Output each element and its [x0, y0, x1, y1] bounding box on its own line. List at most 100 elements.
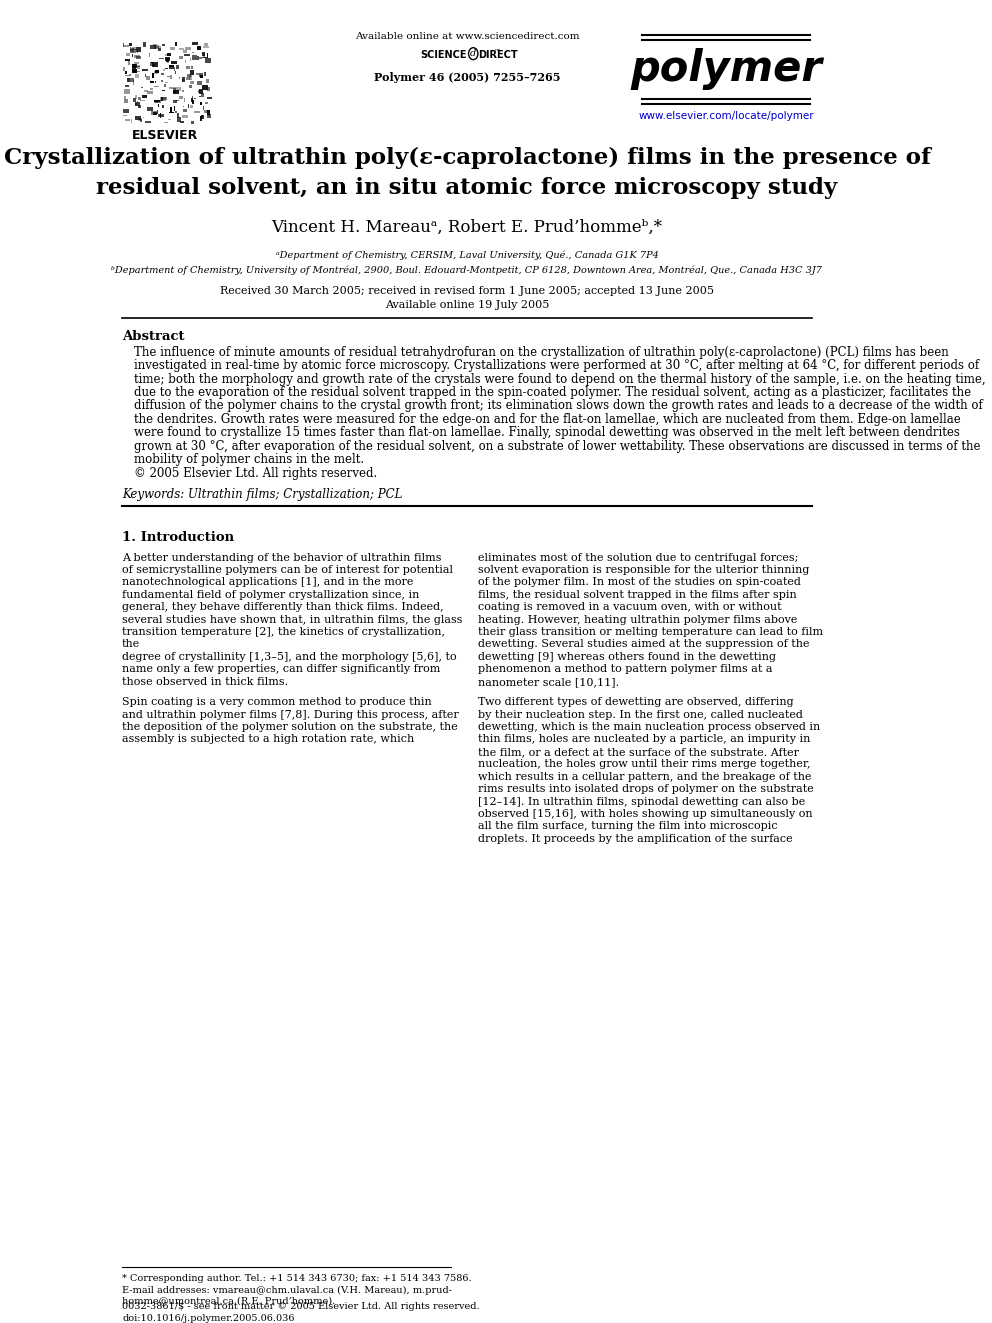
Bar [137, 50, 138, 53]
Text: rims results into isolated drops of polymer on the substrate: rims results into isolated drops of poly… [478, 785, 813, 794]
Bar [158, 115, 164, 118]
Bar [142, 86, 143, 89]
Bar [135, 74, 139, 78]
Text: Spin coating is a very common method to produce thin: Spin coating is a very common method to … [122, 697, 432, 706]
Text: Keywords: Ultrathin films; Crystallization; PCL: Keywords: Ultrathin films; Crystallizati… [122, 488, 403, 501]
Text: 0032-3861/$ - see front matter © 2005 Elsevier Ltd. All rights reserved.: 0032-3861/$ - see front matter © 2005 El… [122, 1302, 480, 1311]
Bar [144, 90, 149, 91]
Bar [125, 119, 130, 122]
Bar [148, 91, 153, 94]
Text: degree of crystallinity [1,3–5], and the morphology [5,6], to: degree of crystallinity [1,3–5], and the… [122, 652, 456, 662]
Bar [183, 115, 187, 119]
Bar [190, 58, 191, 61]
Text: transition temperature [2], the kinetics of crystallization,: transition temperature [2], the kinetics… [122, 627, 445, 638]
Bar [131, 119, 132, 123]
Bar [191, 56, 197, 60]
Bar [127, 78, 130, 82]
Bar [204, 73, 206, 75]
Bar [136, 48, 141, 52]
Bar [190, 70, 194, 75]
Bar [123, 66, 125, 71]
Bar [132, 48, 136, 49]
Bar [179, 56, 183, 60]
Text: dewetting [9] whereas others found in the dewetting: dewetting [9] whereas others found in th… [478, 652, 776, 662]
Bar [167, 58, 170, 62]
Text: the: the [122, 639, 140, 650]
Bar [192, 41, 198, 45]
Bar [173, 89, 176, 93]
Text: dewetting. Several studies aimed at the suppression of the: dewetting. Several studies aimed at the … [478, 639, 809, 650]
Bar [178, 112, 179, 118]
Bar [133, 98, 136, 102]
Bar [143, 95, 148, 98]
Bar [196, 81, 202, 86]
Bar [138, 98, 142, 101]
Bar [180, 48, 184, 50]
Bar [161, 98, 164, 101]
Bar [140, 119, 142, 122]
Bar [153, 64, 155, 67]
Bar [200, 102, 201, 105]
Bar [191, 97, 192, 101]
Bar [188, 75, 192, 79]
Bar [207, 97, 212, 99]
Text: investigated in real-time by atomic force microscopy. Crystallizations were perf: investigated in real-time by atomic forc… [134, 360, 979, 372]
Bar [197, 56, 198, 61]
Bar [191, 98, 192, 102]
Text: several studies have shown that, in ultrathin films, the glass: several studies have shown that, in ultr… [122, 615, 462, 624]
Bar [152, 62, 158, 66]
Text: nanotechnological applications [1], and in the more: nanotechnological applications [1], and … [122, 577, 414, 587]
Bar [162, 73, 164, 75]
Bar [182, 90, 184, 91]
Bar [143, 69, 148, 71]
Text: ™: ™ [494, 48, 501, 54]
Bar [178, 118, 182, 122]
Bar [125, 85, 129, 87]
Bar [192, 101, 194, 103]
Bar [205, 102, 208, 105]
Bar [139, 118, 142, 122]
Bar [199, 89, 203, 94]
Text: their glass transition or melting temperature can lead to film: their glass transition or melting temper… [478, 627, 823, 638]
Bar [146, 75, 150, 81]
Bar [170, 46, 175, 50]
Bar [175, 42, 177, 45]
Bar [143, 42, 146, 46]
Text: were found to crystallize 15 times faster than flat-on lamellae. Finally, spinod: were found to crystallize 15 times faste… [134, 426, 959, 439]
Bar [150, 45, 156, 49]
Bar [131, 48, 135, 53]
Bar [136, 57, 141, 60]
Text: mobility of polymer chains in the melt.: mobility of polymer chains in the melt. [134, 454, 364, 466]
Bar [146, 122, 151, 123]
Text: Two different types of dewetting are observed, differing: Two different types of dewetting are obs… [478, 697, 794, 706]
Text: name only a few properties, can differ significantly from: name only a few properties, can differ s… [122, 664, 440, 675]
Bar [201, 115, 203, 119]
Bar [194, 111, 199, 112]
Bar [174, 66, 176, 71]
Bar [134, 54, 140, 58]
Bar [138, 71, 140, 73]
Bar [187, 74, 190, 77]
Bar [206, 79, 208, 83]
Text: coating is removed in a vacuum oven, with or without: coating is removed in a vacuum oven, wit… [478, 602, 782, 613]
Bar [170, 74, 173, 79]
Text: residual solvent, an in situ atomic force microscopy study: residual solvent, an in situ atomic forc… [96, 177, 837, 198]
Text: dewetting, which is the main nucleation process observed in: dewetting, which is the main nucleation … [478, 722, 820, 732]
Bar [156, 70, 159, 73]
Text: E-mail addresses: vmareau@chm.ulaval.ca (V.H. Mareau), m.prud-
homme@umontreal.c: E-mail addresses: vmareau@chm.ulaval.ca … [122, 1286, 452, 1306]
Text: general, they behave differently than thick films. Indeed,: general, they behave differently than th… [122, 602, 443, 613]
Text: Available online at www.sciencedirect.com: Available online at www.sciencedirect.co… [355, 32, 579, 41]
Bar [132, 65, 137, 69]
Bar [170, 67, 174, 69]
Text: all the film surface, turning the film into microscopic: all the film surface, turning the film i… [478, 822, 778, 831]
Text: © 2005 Elsevier Ltd. All rights reserved.: © 2005 Elsevier Ltd. All rights reserved… [134, 467, 377, 479]
Text: the film, or a defect at the surface of the substrate. After: the film, or a defect at the surface of … [478, 746, 799, 757]
Text: ᵇDepartment of Chemistry, University of Montréal, 2900, Boul. Edouard-Montpetit,: ᵇDepartment of Chemistry, University of … [111, 266, 822, 275]
Bar [202, 57, 208, 58]
Bar [156, 101, 161, 103]
Bar [162, 105, 165, 107]
Bar [179, 77, 180, 79]
Bar [132, 54, 133, 57]
Bar [175, 106, 176, 111]
Text: those observed in thick films.: those observed in thick films. [122, 677, 289, 687]
